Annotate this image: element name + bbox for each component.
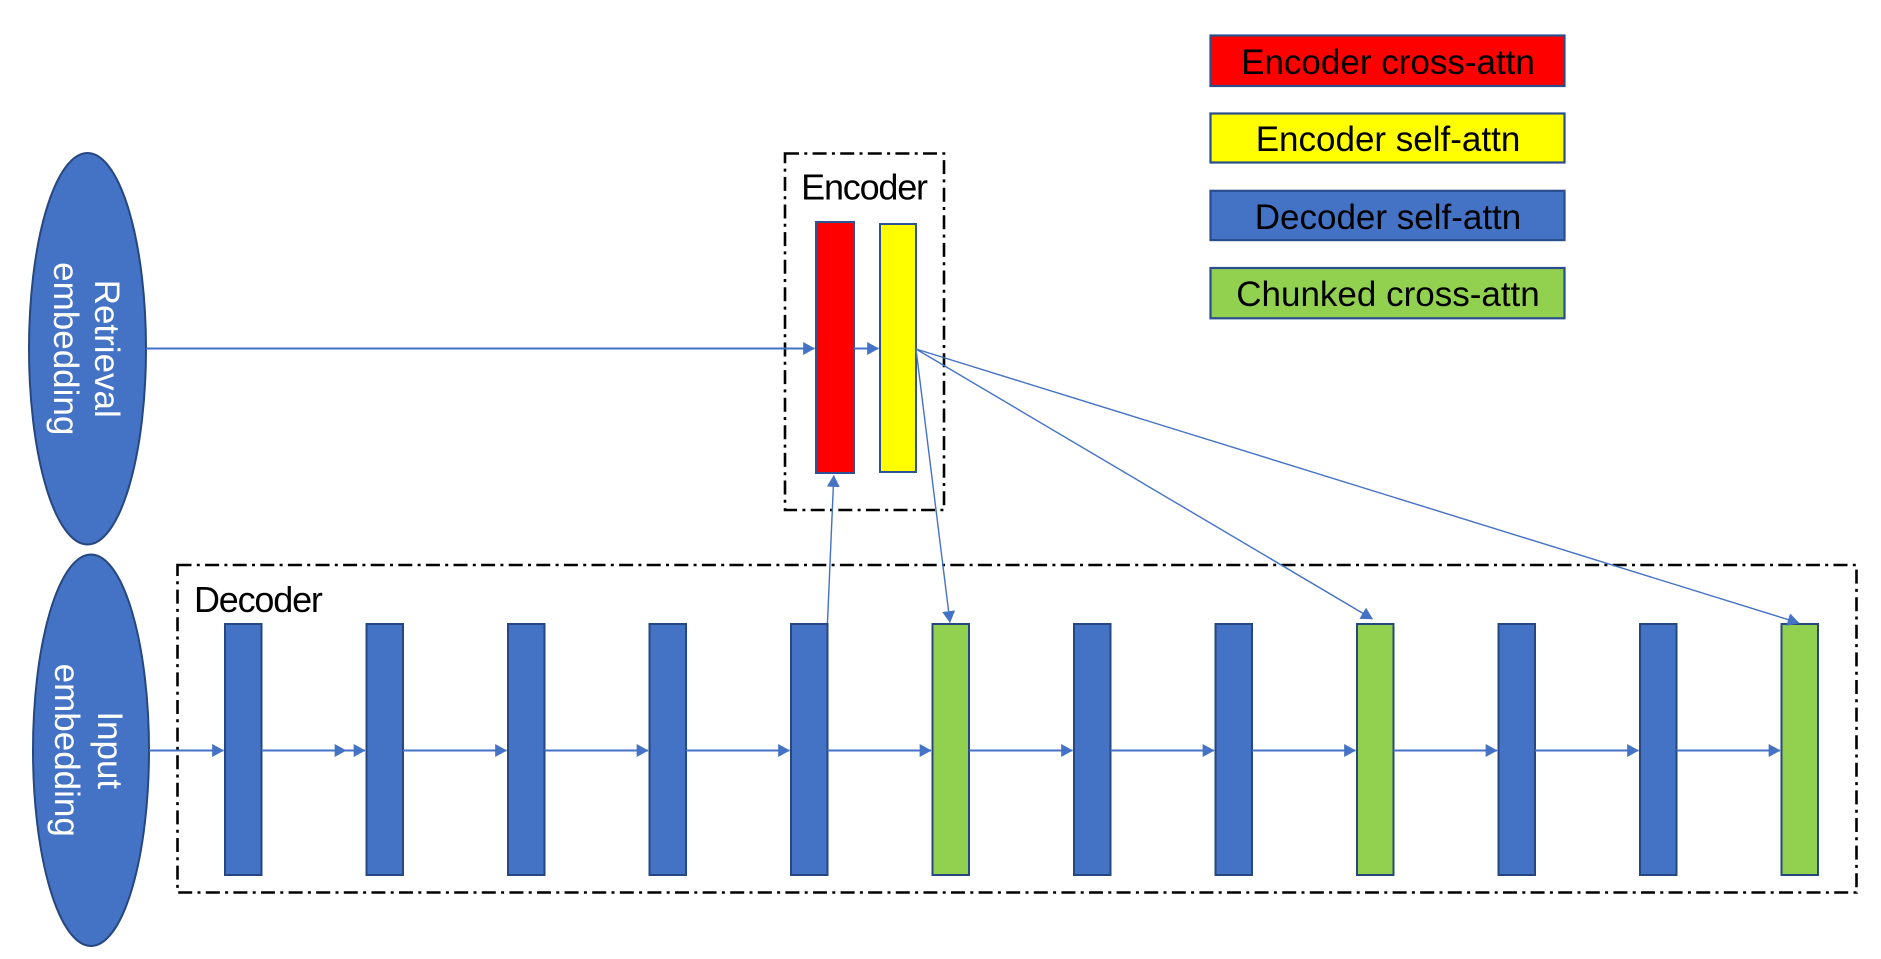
svg-text:Chunked cross-attn: Chunked cross-attn [1236,275,1539,314]
svg-text:embedding: embedding [46,262,85,435]
svg-text:Encoder self-attn: Encoder self-attn [1256,120,1521,159]
svg-text:Encoder cross-attn: Encoder cross-attn [1241,43,1535,82]
svg-text:embedding: embedding [47,664,86,837]
svg-text:Decoder: Decoder [194,579,323,620]
svg-text:Decoder self-attn: Decoder self-attn [1255,198,1522,237]
svg-text:Encoder: Encoder [801,167,928,208]
svg-text:Input: Input [90,711,129,789]
svg-text:Retrieval: Retrieval [87,280,126,418]
